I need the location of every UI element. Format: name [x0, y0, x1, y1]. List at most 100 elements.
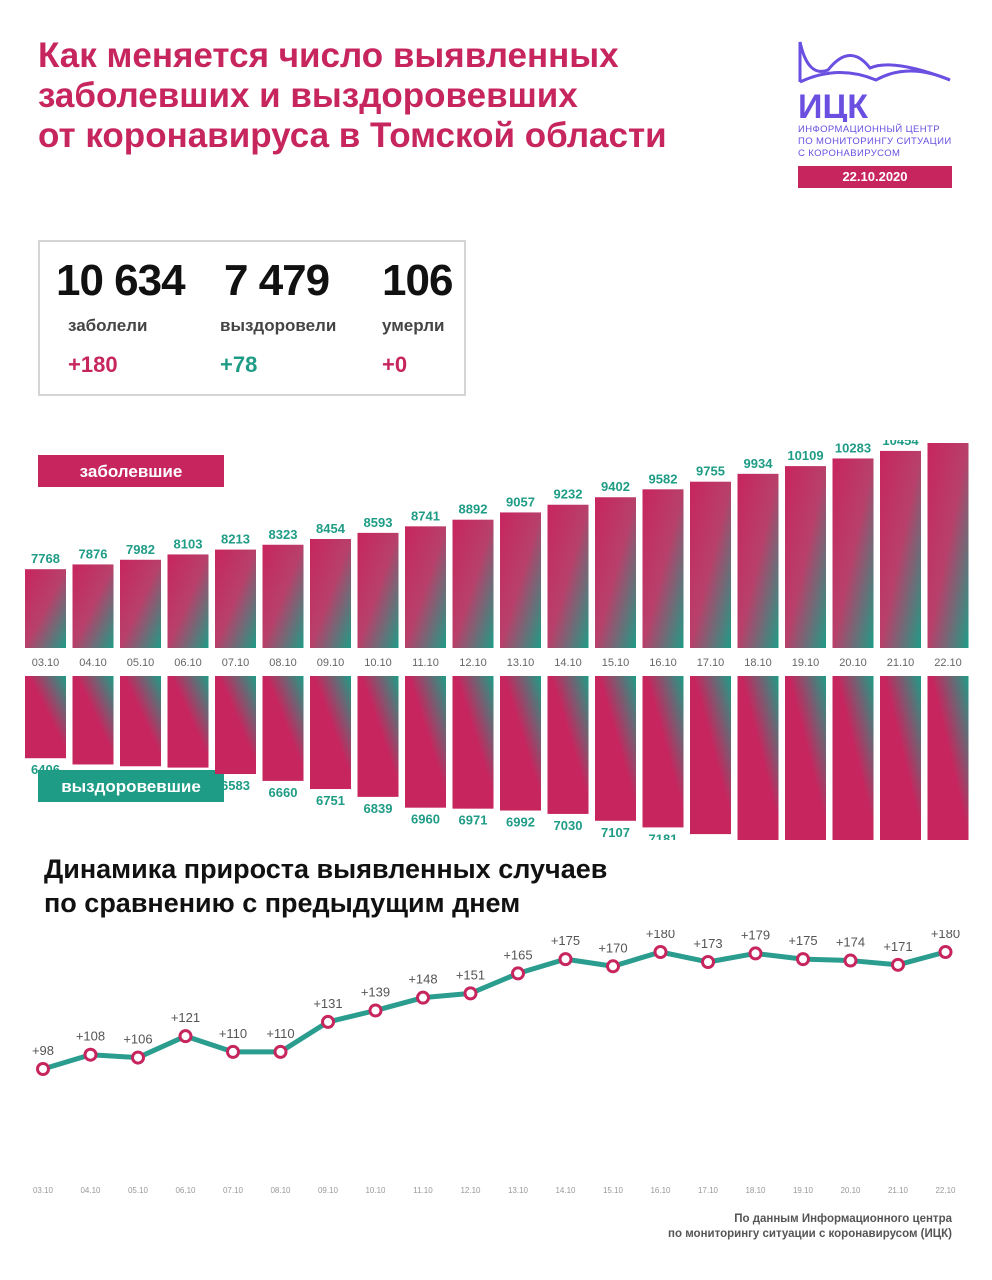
bar-sick — [452, 519, 494, 648]
bar-recovered — [690, 676, 731, 835]
bar-sick-label: 10454 — [882, 440, 919, 448]
x-tick-label: 20.10 — [839, 657, 867, 669]
bar-recovered — [357, 676, 399, 797]
increase-point-label: +148 — [408, 972, 437, 987]
summary-stats: 10 634 заболели +180 7 479 выздоровели +… — [38, 240, 466, 396]
x-tick-label: 03.10 — [32, 657, 60, 669]
bar-sick-label: 10283 — [835, 440, 871, 455]
increase-point — [891, 957, 905, 972]
stat-sick-value: 10 634 — [56, 256, 186, 305]
stat-died-delta: +0 — [382, 352, 408, 377]
x-tick-label: 17.10 — [698, 1186, 719, 1195]
bar-sick-label: 7768 — [31, 551, 60, 566]
line-chart-title: Динамика прироста выявленных случаев по … — [44, 854, 608, 918]
increase-point — [321, 1014, 335, 1029]
bar-sick-label: 9755 — [696, 464, 725, 479]
bar-sick-label: 8213 — [221, 532, 250, 547]
ick-logo: ИЦК — [798, 41, 951, 122]
date-badge: 22.10.2020 — [798, 166, 952, 188]
increase-point — [701, 954, 715, 969]
increase-point — [226, 1044, 240, 1059]
stat-recovered-label: выздоровели — [220, 316, 337, 335]
bar-recovered — [405, 676, 446, 808]
increase-point — [511, 966, 525, 981]
bar-recovered — [547, 676, 589, 814]
logo-wordmark: ИЦК — [798, 88, 868, 122]
bar-recovered-label: 6839 — [364, 801, 393, 816]
x-tick-label: 12.10 — [459, 657, 487, 669]
increase-point — [83, 1047, 98, 1062]
increase-point-label: +180 — [646, 930, 675, 941]
bar-sick — [72, 564, 114, 648]
bar-recovered-label: 6960 — [411, 812, 440, 827]
increase-point — [416, 990, 430, 1005]
x-tick-label: 13.10 — [507, 657, 535, 669]
logo-subtitle: ИНФОРМАЦИОННЫЙ ЦЕНТР ПО МОНИТОРИНГУ СИТУ… — [798, 124, 952, 159]
bar-sick — [310, 538, 351, 648]
bar-recovered-label: 6511 — [174, 772, 202, 787]
bar-recovered-label: 6476 — [79, 768, 108, 783]
increase-point — [463, 986, 478, 1001]
x-tick-label: 10.10 — [365, 1186, 386, 1195]
bar-sick-label: 9934 — [744, 456, 774, 471]
increase-point — [36, 1062, 50, 1076]
bar-recovered-label: 6583 — [221, 778, 250, 793]
bar-recovered-label: 6992 — [506, 815, 535, 830]
bar-recovered-label: 6496 — [126, 770, 155, 785]
bar-recovered-label: 7181 — [649, 831, 678, 840]
increase-point-label: +110 — [219, 1026, 247, 1041]
x-tick-label: 05.10 — [128, 1186, 149, 1195]
x-tick-label: 15.10 — [602, 657, 630, 669]
stat-recovered-value: 7 479 — [224, 256, 330, 305]
x-tick-label: 21.10 — [887, 657, 915, 669]
bar-sick — [500, 512, 541, 648]
x-tick-label: 07.10 — [222, 657, 250, 669]
bar-sick-label: 7982 — [126, 542, 155, 557]
bar-sick-label: 8741 — [411, 508, 440, 523]
title-line-2: заболевших и выздоровевших — [38, 76, 578, 115]
increase-point-label: +139 — [361, 985, 390, 1000]
bar-sick — [690, 481, 731, 648]
bar-sick — [737, 473, 779, 648]
x-tick-label: 07.10 — [223, 1186, 244, 1195]
x-tick-label: 21.10 — [888, 1186, 909, 1195]
bar-sick — [785, 466, 826, 648]
legend-sick-label: заболевшие — [80, 462, 183, 481]
x-tick-label: 13.10 — [508, 1186, 529, 1195]
increase-point-label: +108 — [76, 1029, 105, 1044]
x-tick-label: 18.10 — [744, 657, 772, 669]
stat-sick-delta: +180 — [68, 352, 118, 377]
increase-point — [843, 953, 858, 968]
increase-point-label: +131 — [313, 996, 342, 1011]
x-tick-label: 12.10 — [460, 1186, 481, 1195]
bar-sick-label: 8454 — [316, 521, 346, 536]
increase-point-label: +173 — [693, 936, 722, 951]
bar-sick-label: 8103 — [174, 536, 203, 551]
bar-recovered — [832, 676, 874, 840]
bar-recovered — [642, 676, 684, 828]
bar-sick — [262, 544, 304, 648]
bar-sick-label: 8593 — [364, 515, 393, 530]
increase-point — [273, 1044, 288, 1059]
x-tick-label: 16.10 — [649, 657, 677, 669]
bar-sick-label: 8892 — [459, 502, 488, 517]
increase-point — [938, 945, 953, 959]
bar-sick-label: 7876 — [79, 546, 108, 561]
bar-recovered — [785, 676, 826, 840]
increase-point-label: +165 — [503, 947, 532, 962]
bar-sick — [215, 549, 256, 648]
x-tick-label: 19.10 — [792, 657, 820, 669]
bar-recovered-label: 7107 — [601, 825, 630, 840]
bar-recovered — [25, 676, 66, 759]
increase-point-label: +175 — [551, 933, 580, 948]
increase-point-label: +179 — [741, 930, 770, 942]
x-tick-label: 08.10 — [269, 657, 297, 669]
page-title: Как меняется число выявленных заболевших… — [38, 36, 667, 156]
bar-recovered-label: 7030 — [554, 818, 583, 833]
bar-sick — [120, 559, 161, 648]
increase-point — [796, 952, 810, 967]
stat-died-value: 106 — [382, 256, 453, 305]
x-tick-label: 06.10 — [175, 1186, 196, 1195]
title-line-1: Как меняется число выявленных — [38, 36, 619, 75]
increase-point-label: +110 — [266, 1026, 294, 1041]
